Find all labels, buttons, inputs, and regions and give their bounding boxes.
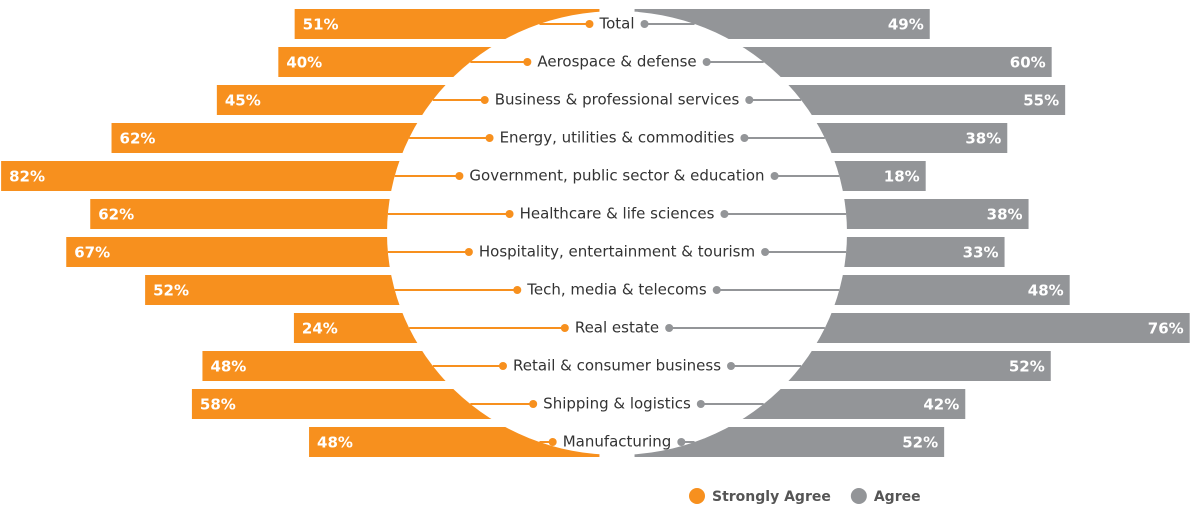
legend-swatch [850, 488, 867, 504]
value-label: 55% [1023, 92, 1059, 110]
bar [66, 237, 448, 267]
value-label: 60% [1010, 54, 1046, 72]
leader-dot [640, 20, 649, 28]
leader-dot [727, 362, 736, 370]
legend: Strongly Agree Agree [689, 488, 921, 505]
leader-dot [523, 58, 532, 66]
value-label: 48% [317, 434, 353, 452]
leader-dot [498, 362, 507, 370]
bar [1, 161, 455, 191]
category-label: Real estate [575, 319, 659, 337]
category-label: Government, public sector & education [469, 167, 764, 185]
category-label: Retail & consumer business [513, 357, 721, 375]
category-label: Manufacturing [563, 433, 672, 451]
leader-dot [712, 286, 721, 294]
value-label: 48% [210, 358, 246, 376]
leader-dot [770, 172, 779, 180]
leader-dot [480, 96, 489, 104]
value-label: 62% [120, 130, 156, 148]
value-label: 82% [9, 168, 45, 186]
leader-dot [696, 400, 705, 408]
leader-dot [585, 20, 594, 28]
value-label: 40% [286, 54, 322, 72]
leader-dot [464, 248, 473, 256]
leader-dot [548, 438, 557, 446]
value-label: 18% [884, 168, 920, 186]
value-label: 52% [153, 282, 189, 300]
category-label: Business & professional services [495, 91, 740, 109]
value-label: 49% [888, 16, 924, 34]
labels: 51% 49% Total 40% 60% Aerospace & defense 45% 5… [9, 15, 1184, 452]
leader-dot [529, 400, 538, 408]
value-label: 52% [1009, 358, 1045, 376]
category-label: Hospitality, entertainment & tourism [479, 243, 755, 261]
category-label: Aerospace & defense [537, 53, 696, 71]
category-label: Healthcare & life sciences [520, 205, 715, 223]
leader-dot [677, 438, 686, 446]
center-cutout [387, 11, 847, 455]
category-label: Tech, media & telecoms [526, 281, 707, 299]
value-label: 52% [902, 434, 938, 452]
leader-dot [740, 134, 749, 142]
value-label: 45% [225, 92, 261, 110]
leader-dot [455, 172, 464, 180]
leader-dot [745, 96, 754, 104]
category-label: Total [598, 15, 634, 33]
leader-dot [560, 324, 569, 332]
value-label: 38% [965, 130, 1001, 148]
value-label: 58% [200, 396, 236, 414]
value-label: 38% [987, 206, 1023, 224]
leader-dot [485, 134, 494, 142]
bars [1, 9, 1190, 457]
leader-dot [665, 324, 674, 332]
value-label: 67% [74, 244, 110, 262]
category-label: Shipping & logistics [543, 395, 691, 413]
value-label: 33% [963, 244, 999, 262]
bar [764, 313, 1190, 343]
leader-dot [505, 210, 514, 218]
category-label: Energy, utilities & commodities [500, 129, 735, 147]
legend-label: Agree [874, 489, 921, 505]
value-label: 48% [1028, 282, 1064, 300]
value-label: 62% [98, 206, 134, 224]
leader-dot [702, 58, 711, 66]
value-label: 76% [1148, 320, 1184, 338]
value-label: 42% [923, 396, 959, 414]
leader-dot [761, 248, 770, 256]
value-label: 51% [303, 16, 339, 34]
leader-dot [513, 286, 522, 294]
legend-swatch [689, 488, 705, 504]
legend-label: Strongly Agree [712, 489, 831, 505]
value-label: 24% [302, 320, 338, 338]
leader-dot [720, 210, 729, 218]
